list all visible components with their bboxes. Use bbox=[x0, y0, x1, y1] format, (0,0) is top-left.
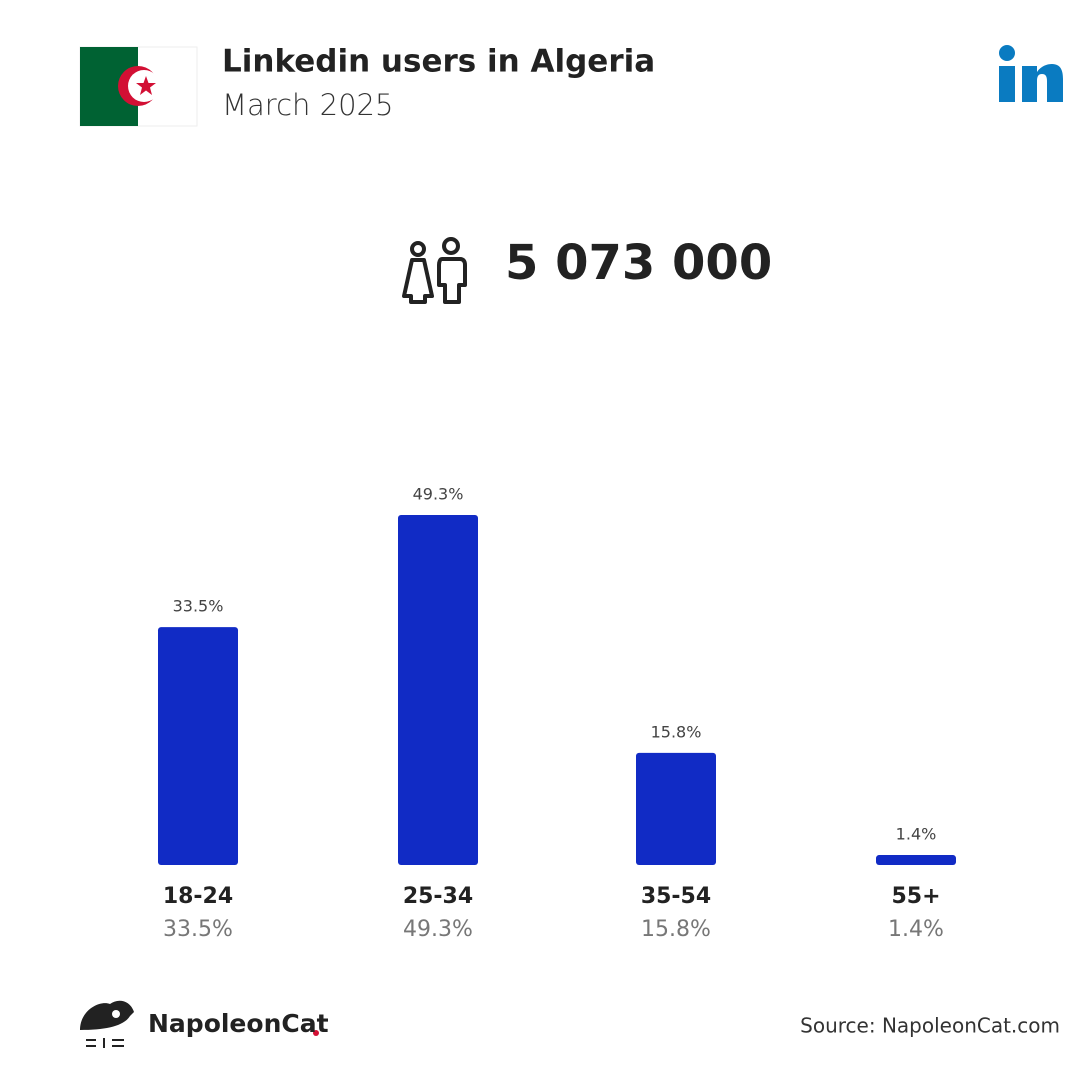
category-share: 49.3% bbox=[403, 917, 473, 942]
subtitle: March 2025 bbox=[222, 88, 393, 122]
source: Source: NapoleonCat.com bbox=[800, 1014, 1060, 1038]
linkedin-logo bbox=[999, 45, 1063, 102]
category-share: 33.5% bbox=[163, 917, 233, 942]
total-users: 5 073 000 bbox=[505, 235, 772, 291]
category-share: 15.8% bbox=[641, 917, 711, 942]
data-label: 1.4% bbox=[896, 825, 937, 844]
category-label: 55+ bbox=[891, 884, 940, 909]
brand-name: NapoleonCat bbox=[148, 1009, 329, 1038]
title: Linkedin users in Algeria bbox=[222, 44, 655, 80]
brand-logo bbox=[80, 1000, 319, 1048]
flag bbox=[79, 46, 198, 127]
category-label: 35-54 bbox=[641, 884, 711, 909]
bar bbox=[398, 515, 478, 865]
category-share: 1.4% bbox=[888, 917, 944, 942]
bar bbox=[158, 627, 238, 865]
category-label: 18-24 bbox=[163, 884, 233, 909]
bar bbox=[636, 752, 716, 865]
category-label: 25-34 bbox=[403, 884, 473, 909]
data-label: 49.3% bbox=[413, 485, 464, 504]
data-label: 33.5% bbox=[173, 597, 224, 616]
people-icon bbox=[402, 237, 467, 304]
bar bbox=[876, 855, 956, 865]
data-label: 15.8% bbox=[651, 722, 702, 741]
